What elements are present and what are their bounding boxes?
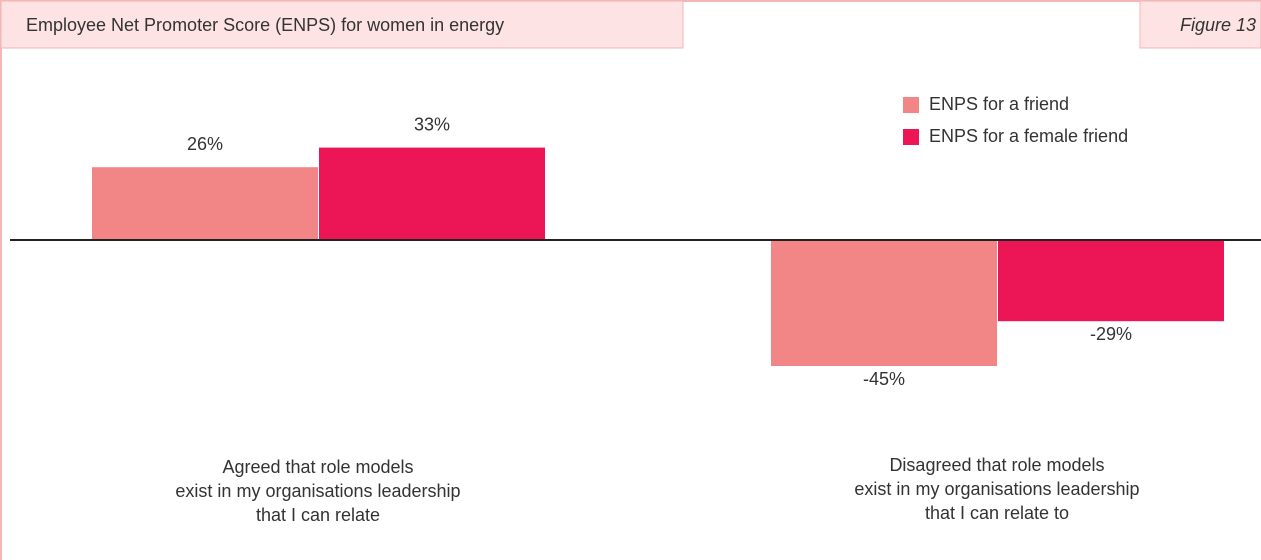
value-label: 26% [187, 134, 223, 154]
title-box [0, 0, 684, 49]
bar [319, 147, 545, 240]
bar [771, 240, 997, 366]
figure-label: Figure 13 [1180, 15, 1256, 35]
legend-label: ENPS for a female friend [929, 126, 1128, 146]
legend-swatch [903, 97, 919, 113]
value-label: -29% [1090, 324, 1132, 344]
category-label: Agreed that role models exist in my orga… [175, 457, 461, 525]
bar [92, 167, 318, 240]
chart-title: Employee Net Promoter Score (ENPS) for w… [26, 15, 504, 35]
annotation-box [1139, 0, 1261, 49]
category-label: Disagreed that role models exist in my o… [854, 455, 1140, 523]
bar [998, 240, 1224, 322]
legend-swatch [903, 129, 919, 145]
value-label: 33% [414, 114, 450, 134]
legend-label: ENPS for a friend [929, 94, 1069, 114]
value-label: -45% [863, 369, 905, 389]
